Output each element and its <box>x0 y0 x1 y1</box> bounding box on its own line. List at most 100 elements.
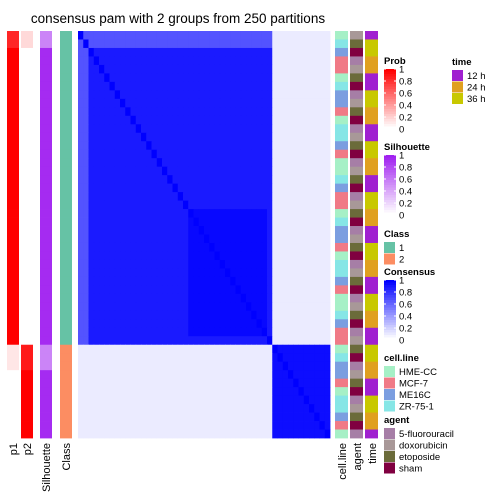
heatmap-cell <box>83 336 89 346</box>
heatmap-cell <box>246 141 252 151</box>
heatmap-cell <box>93 412 100 422</box>
heatmap-cell <box>272 132 278 142</box>
heatmap-cell <box>198 31 205 40</box>
heatmap-cell <box>209 132 215 142</box>
heatmap-cell <box>114 98 121 108</box>
heatmap-cell <box>319 242 326 252</box>
heatmap-cell <box>78 268 84 278</box>
heatmap-cell <box>167 56 173 66</box>
heatmap-cell <box>146 259 152 269</box>
heatmap-cell <box>277 141 284 151</box>
heatmap-cell <box>277 47 284 57</box>
heatmap-cell <box>277 285 284 295</box>
heatmap-cell <box>293 344 299 354</box>
p1-cell <box>7 251 19 261</box>
heatmap-cell <box>167 259 173 269</box>
heatmap-cell <box>109 47 116 57</box>
heatmap-cell <box>193 310 200 320</box>
heatmap-cell <box>177 209 184 218</box>
heatmap-cell <box>167 251 173 261</box>
p1-cell <box>7 259 19 269</box>
heatmap-cell <box>156 141 163 151</box>
heatmap-cell <box>130 81 137 91</box>
heatmap-cell <box>78 81 84 91</box>
heatmap-cell <box>251 268 257 278</box>
heatmap-cell <box>272 421 278 430</box>
class-cell <box>60 124 72 134</box>
heatmap-cell <box>225 319 231 329</box>
heatmap-cell <box>151 242 158 252</box>
heatmap-cell <box>125 387 131 397</box>
heatmap-cell <box>240 361 247 371</box>
heatmap-cell <box>256 56 263 66</box>
legend-gradient-segment <box>384 170 396 173</box>
heatmap-cell <box>114 56 121 66</box>
heatmap-cell <box>267 285 273 295</box>
heatmap-cell <box>193 234 200 244</box>
heatmap-cell <box>188 192 194 201</box>
heatmap-cell <box>141 64 147 74</box>
heatmap-cell <box>214 268 221 278</box>
heatmap-cell <box>78 98 84 108</box>
heatmap-cell <box>109 302 116 312</box>
heatmap-cell <box>88 251 95 261</box>
heatmap-cell <box>141 387 147 397</box>
heatmap-cell <box>293 429 299 439</box>
heatmap-cell <box>88 327 95 337</box>
legend-gradient-segment <box>384 197 396 201</box>
silhouette-cell <box>40 175 52 185</box>
heatmap-cell <box>324 200 331 210</box>
heatmap-cell <box>256 336 263 346</box>
heatmap-cell <box>172 285 179 295</box>
heatmap-cell <box>177 141 184 151</box>
heatmap-cell <box>293 73 299 83</box>
heatmap-cell <box>162 226 168 235</box>
heatmap-cell <box>83 429 89 439</box>
legend-gradient-segment <box>384 84 396 87</box>
legend-gradient-segment <box>384 332 396 336</box>
heatmap-cell <box>109 141 116 151</box>
heatmap-cell <box>125 353 131 363</box>
heatmap-cell <box>240 124 247 134</box>
p2-cell <box>21 56 33 66</box>
heatmap-cell <box>319 73 326 83</box>
heatmap-cell <box>235 302 242 312</box>
heatmap-cell <box>99 115 105 125</box>
heatmap-cell <box>172 64 179 74</box>
heatmap-cell <box>125 293 131 303</box>
silhouette-cell <box>40 395 52 405</box>
heatmap-cell <box>114 268 121 278</box>
heatmap-cell <box>99 56 105 66</box>
heatmap-cell <box>177 387 184 397</box>
heatmap-cell <box>219 98 226 108</box>
heatmap-cell <box>235 327 242 337</box>
legend-gradient-segment <box>384 315 396 318</box>
heatmap-cell <box>225 404 231 413</box>
heatmap-cell <box>109 242 116 252</box>
time-cell <box>365 192 378 201</box>
heatmap-cell <box>235 39 242 49</box>
heatmap-cell <box>314 56 320 66</box>
p1-cell <box>7 242 19 252</box>
heatmap-cell <box>303 158 310 168</box>
heatmap-cell <box>204 276 210 286</box>
heatmap-cell <box>246 353 252 363</box>
heatmap-cell <box>272 285 278 295</box>
heatmap-cell <box>314 361 320 371</box>
heatmap-cell <box>193 302 200 312</box>
heatmap-cell <box>225 336 231 346</box>
heatmap-cell <box>235 234 242 244</box>
heatmap-cell <box>151 217 158 227</box>
heatmap-cell <box>214 302 221 312</box>
heatmap-cell <box>151 192 158 201</box>
heatmap-cell <box>288 166 294 176</box>
heatmap-cell <box>130 175 137 185</box>
heatmap-cell <box>172 361 179 371</box>
p2-cell <box>21 319 33 329</box>
heatmap-cell <box>156 158 163 168</box>
heatmap-cell <box>204 31 210 40</box>
heatmap-cell <box>183 361 189 371</box>
heatmap-cell <box>267 149 273 159</box>
cell-line-cell <box>335 412 348 422</box>
heatmap-cell <box>177 268 184 278</box>
